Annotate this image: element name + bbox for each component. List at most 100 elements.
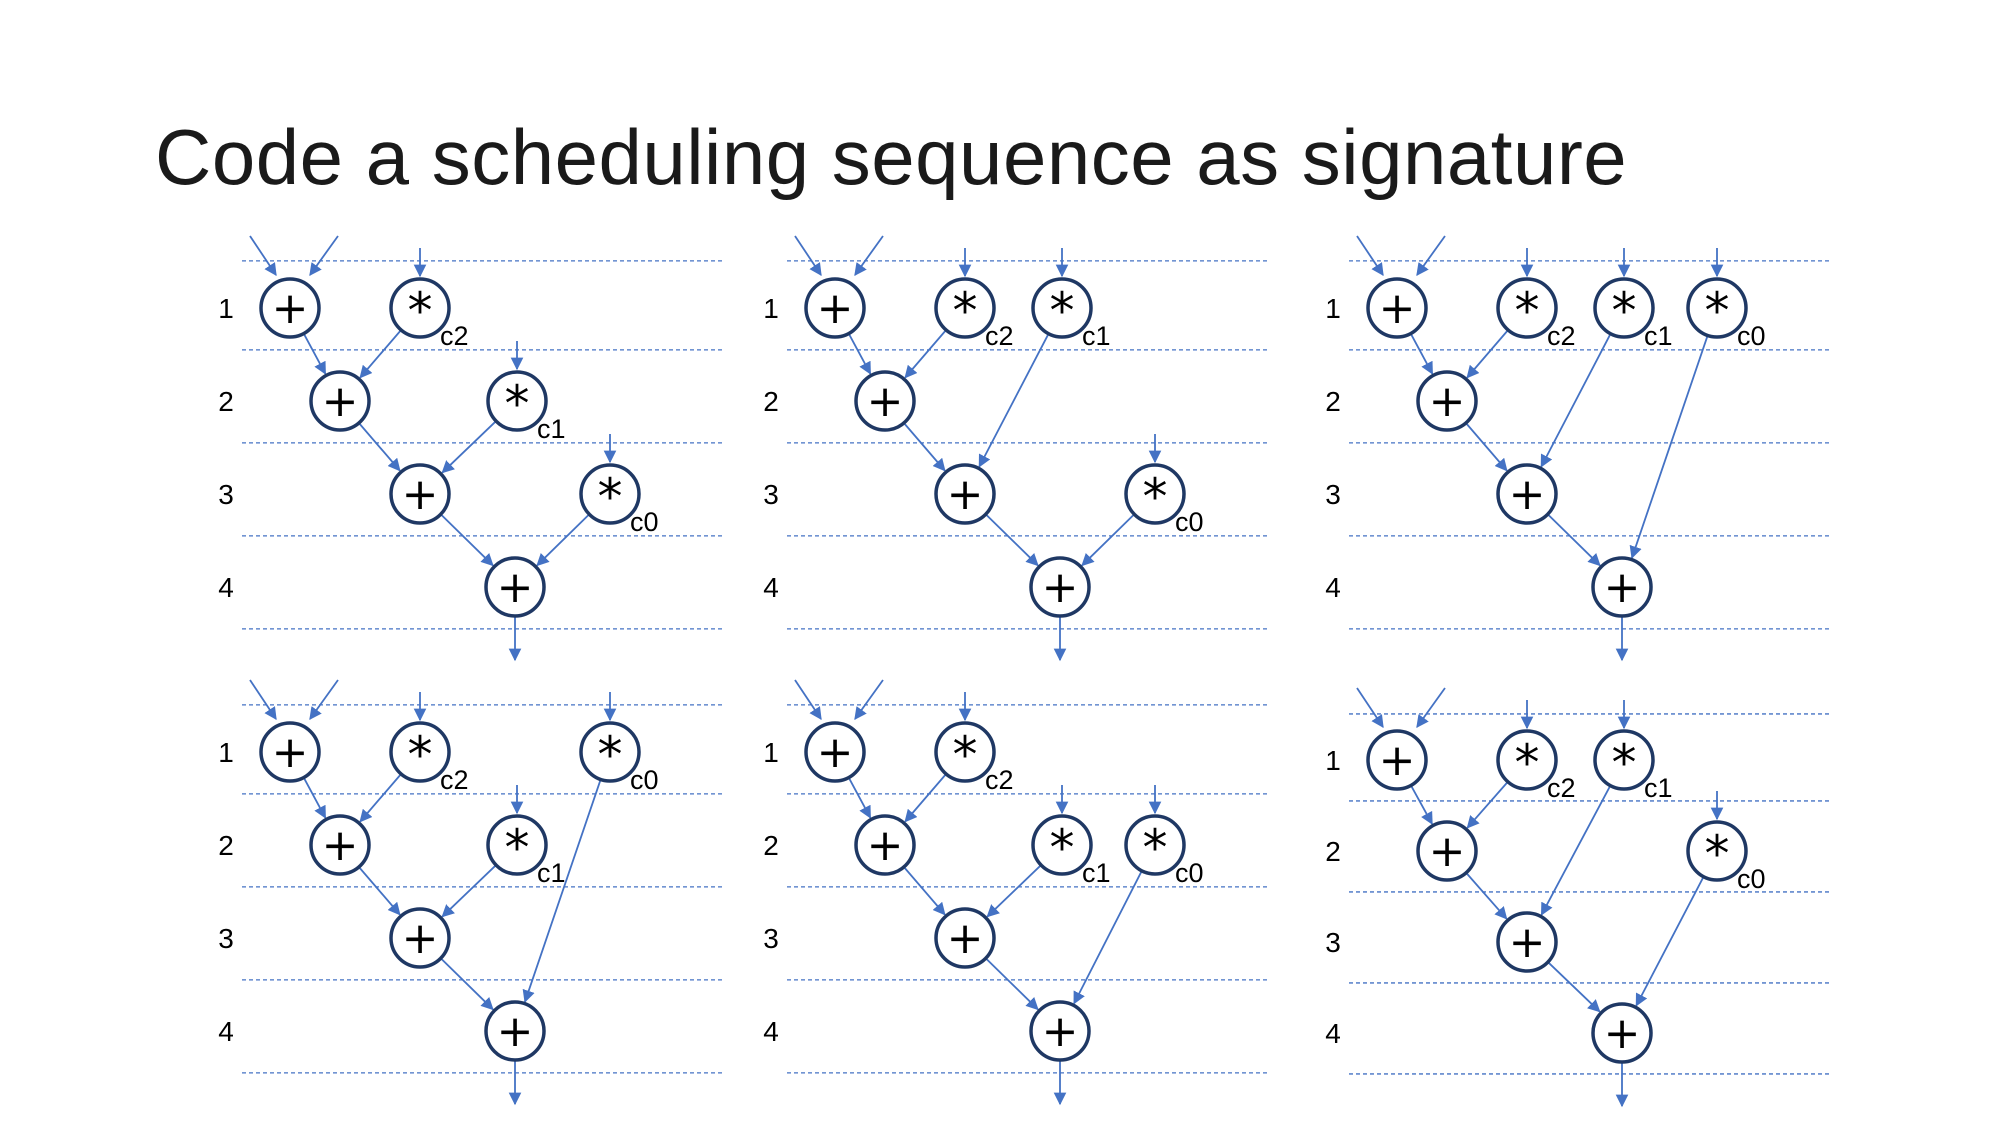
dataflow-edge — [1073, 870, 1143, 1005]
input-arrow — [1416, 235, 1446, 277]
times-symbol: * — [1050, 819, 1075, 877]
node-circle — [934, 907, 996, 969]
dataflow-edge — [1410, 784, 1433, 825]
node-circle — [1686, 277, 1748, 339]
plus-symbol: + — [1042, 1006, 1079, 1057]
times-symbol: * — [408, 726, 433, 784]
dataflow-edge — [1465, 872, 1508, 920]
step-label: 4 — [1325, 1018, 1341, 1049]
adder-node: + — [484, 556, 546, 618]
node-circle — [389, 907, 451, 969]
adder-node: + — [1029, 556, 1091, 618]
node-circle — [484, 1000, 546, 1062]
times-symbol: * — [1515, 734, 1540, 792]
times-symbol: * — [505, 375, 530, 433]
node-circle — [259, 277, 321, 339]
coefficient-label: c2 — [985, 321, 1014, 351]
adder-node: + — [1496, 463, 1558, 525]
node-circle — [389, 277, 451, 339]
multiplier-node: * c0 — [1124, 814, 1204, 888]
plus-symbol: + — [947, 469, 984, 520]
plus-symbol: + — [497, 562, 534, 613]
coefficient-label: c1 — [537, 858, 566, 888]
times-symbol: * — [953, 282, 978, 340]
times-symbol: * — [1705, 825, 1730, 883]
multiplier-node: * c1 — [1031, 277, 1111, 351]
step-label: 3 — [763, 479, 779, 510]
input-arrow — [249, 679, 277, 721]
node-circle — [1686, 820, 1748, 882]
coefficient-label: c2 — [1547, 773, 1576, 803]
node-circle — [1591, 556, 1653, 618]
adder-node: + — [1591, 556, 1653, 618]
dataflow-edge — [904, 329, 947, 379]
node-circle — [1031, 814, 1093, 876]
plus-symbol: + — [322, 820, 359, 871]
dataflow-edge — [358, 866, 401, 916]
times-symbol: * — [598, 726, 623, 784]
node-circle — [579, 463, 641, 525]
node-circle — [1031, 277, 1093, 339]
step-label: 2 — [763, 830, 779, 861]
step-label: 4 — [763, 572, 779, 603]
plus-symbol: + — [272, 727, 309, 778]
dataflow-edge — [903, 866, 946, 916]
plus-symbol: + — [1429, 376, 1466, 427]
times-symbol: * — [1612, 282, 1637, 340]
plus-symbol: + — [1604, 562, 1641, 613]
times-symbol: * — [1050, 282, 1075, 340]
step-label: 3 — [218, 923, 234, 954]
input-arrow — [1416, 687, 1446, 729]
times-symbol: * — [408, 282, 433, 340]
multiplier-node: * c0 — [1124, 463, 1204, 537]
dataflow-edge — [302, 777, 327, 819]
node-circle — [486, 370, 548, 432]
dataflow-edge — [1629, 335, 1709, 559]
multiplier-node: * c2 — [1496, 277, 1576, 351]
times-symbol: * — [1143, 468, 1168, 526]
step-label: 1 — [763, 737, 779, 768]
plus-symbol: + — [402, 469, 439, 520]
step-label: 1 — [1325, 745, 1341, 776]
adder-node: + — [389, 907, 451, 969]
input-arrow — [794, 235, 822, 277]
node-circle — [1416, 370, 1478, 432]
step-label: 2 — [1325, 386, 1341, 417]
step-label: 2 — [1325, 836, 1341, 867]
dataflow-edge — [904, 773, 947, 823]
input-arrow — [309, 235, 339, 277]
adder-node: + — [854, 814, 916, 876]
plus-symbol: + — [402, 913, 439, 964]
input-arrow — [1356, 235, 1384, 277]
adder-node: + — [484, 1000, 546, 1062]
dataflow-edge — [847, 333, 872, 375]
multiplier-node: * c0 — [1686, 820, 1766, 894]
coefficient-label: c2 — [985, 765, 1014, 795]
plus-symbol: + — [1379, 735, 1416, 786]
times-symbol: * — [1515, 282, 1540, 340]
dataflow-edge — [986, 864, 1042, 918]
dataflow-edge — [903, 422, 946, 472]
node-circle — [1124, 463, 1186, 525]
step-label: 1 — [1325, 293, 1341, 324]
step-label: 4 — [218, 572, 234, 603]
step-label: 4 — [1325, 572, 1341, 603]
node-circle — [309, 370, 371, 432]
node-circle — [804, 721, 866, 783]
coefficient-label: c1 — [1644, 321, 1673, 351]
adder-node: + — [259, 721, 321, 783]
dataflow-edge — [440, 957, 494, 1011]
coefficient-label: c2 — [1547, 321, 1576, 351]
node-circle — [1366, 729, 1428, 791]
step-label: 3 — [1325, 927, 1341, 958]
node-circle — [1416, 820, 1478, 882]
multiplier-node: * c2 — [389, 721, 469, 795]
dataflow-edge — [1547, 961, 1601, 1013]
node-circle — [484, 556, 546, 618]
input-arrow — [249, 235, 277, 277]
dataflow-edge — [440, 513, 494, 567]
plus-symbol: + — [1604, 1008, 1641, 1059]
times-symbol: * — [598, 468, 623, 526]
node-circle — [389, 463, 451, 525]
